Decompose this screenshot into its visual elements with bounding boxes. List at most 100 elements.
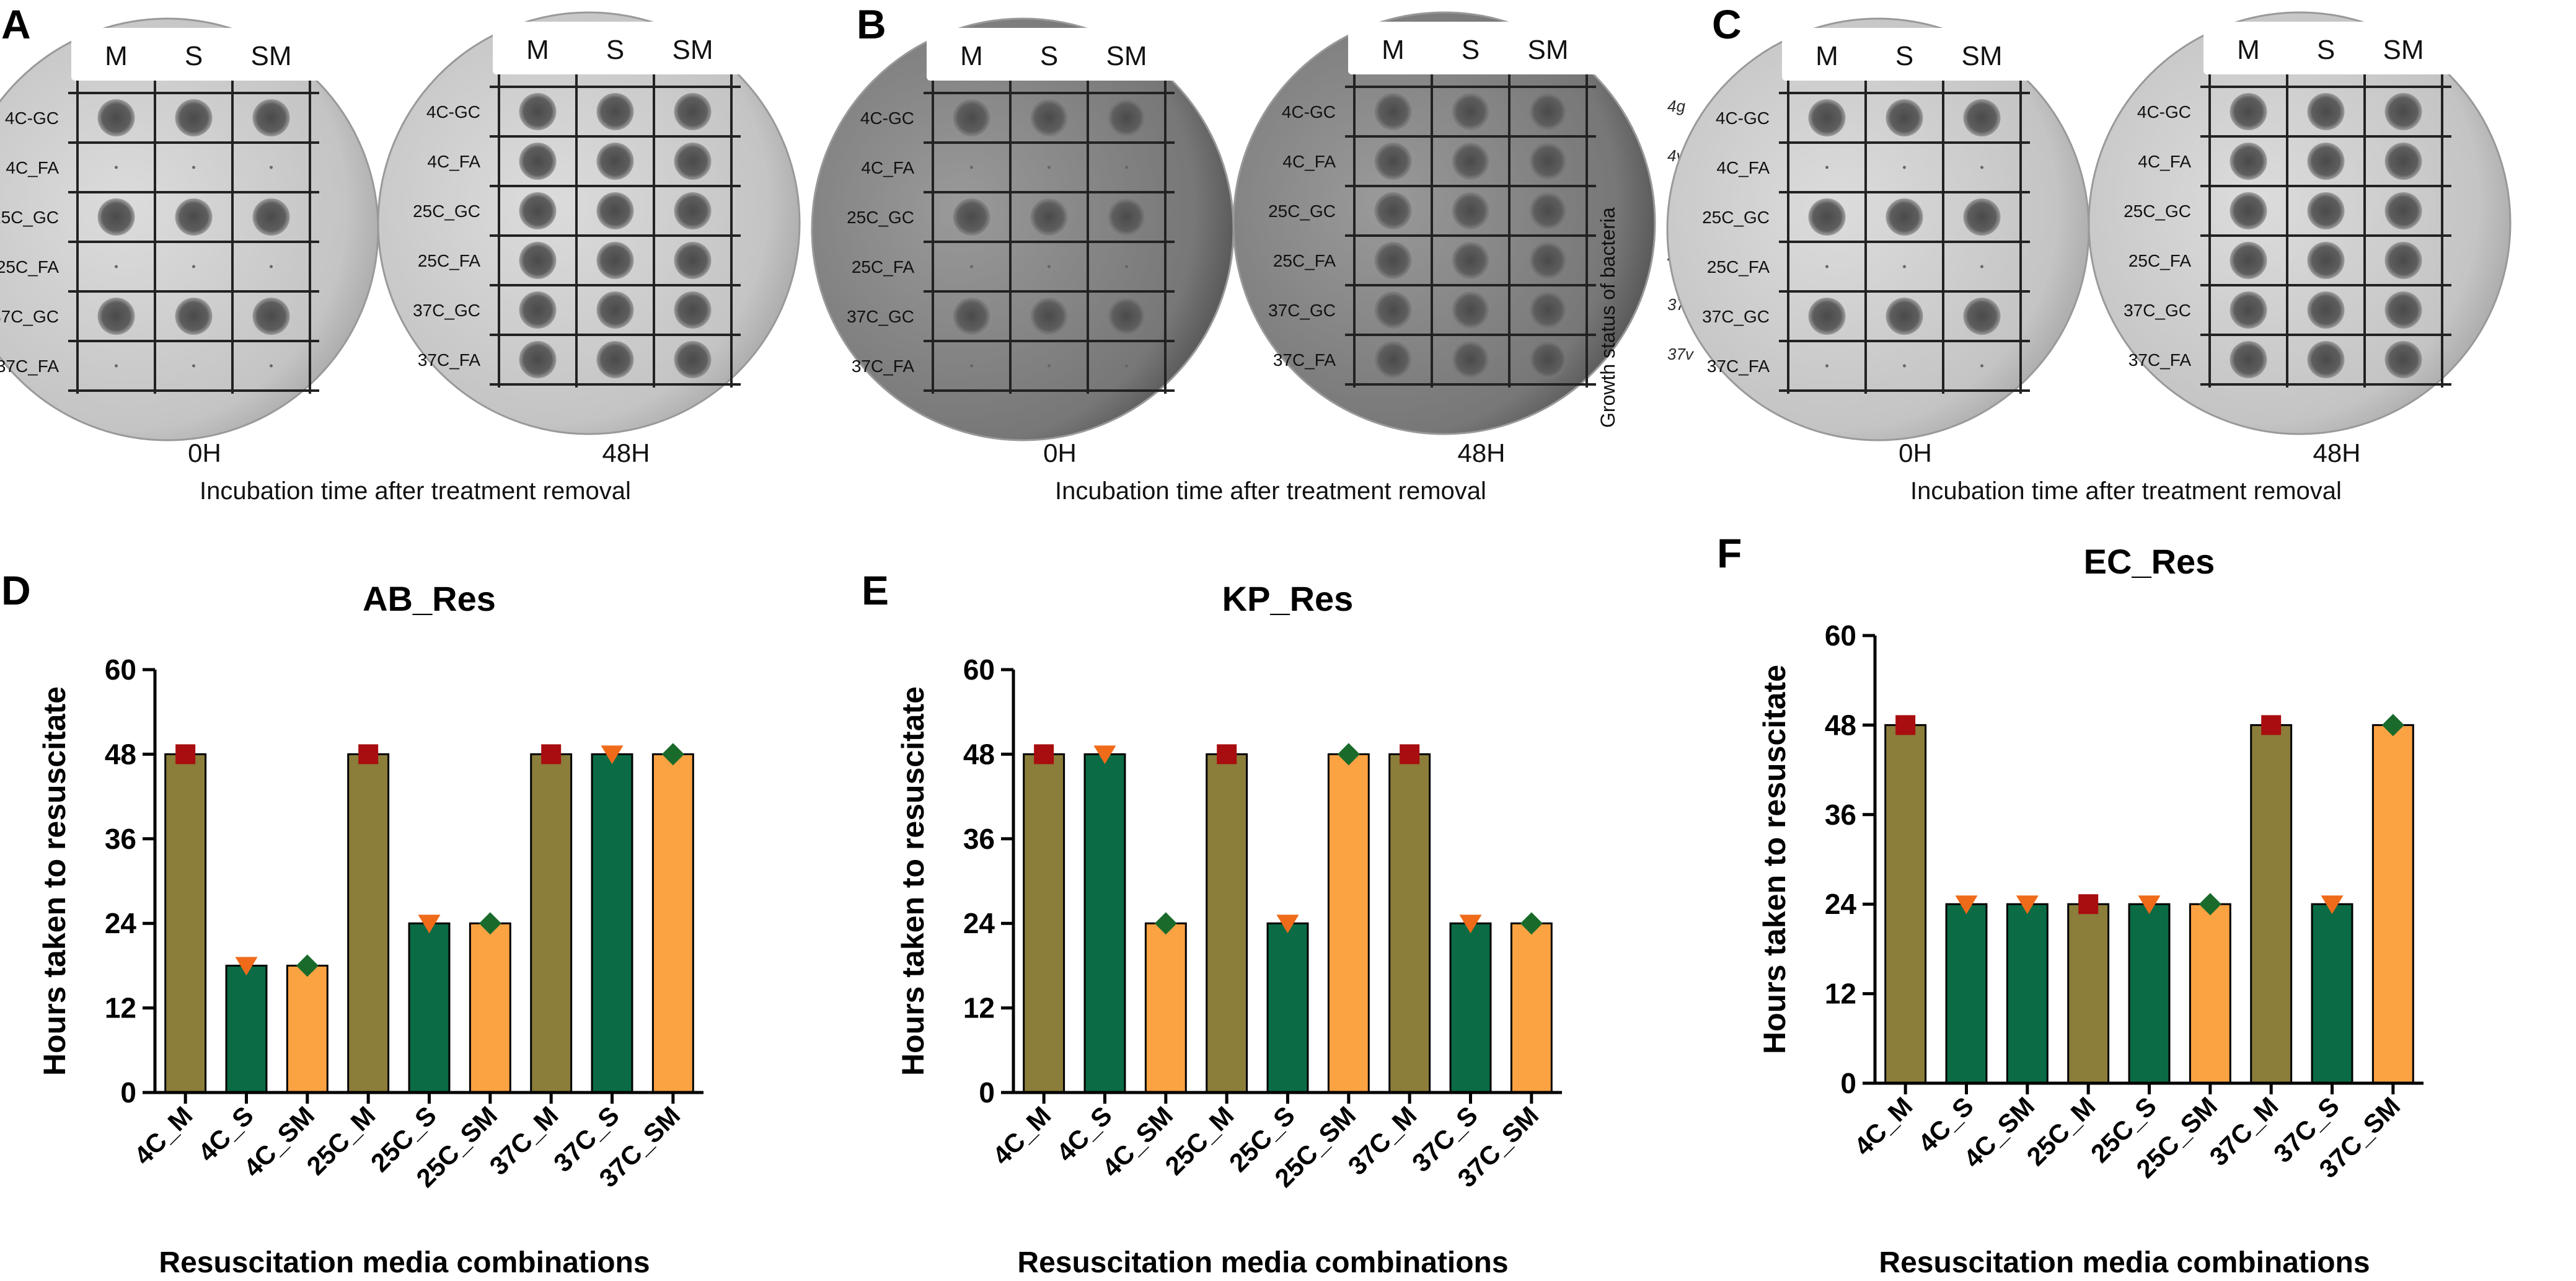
plate-column-label: M <box>2237 35 2260 65</box>
no-growth-dot <box>1048 265 1051 268</box>
y-tick-label: 60 <box>963 654 995 686</box>
bacterial-spot <box>1529 291 1567 329</box>
y-tick-label: 0 <box>1840 1067 1856 1099</box>
bacterial-spot <box>1886 198 1923 236</box>
marker-diamond <box>661 743 684 766</box>
bacterial-spot <box>2230 291 2267 329</box>
bacterial-spot <box>596 143 634 180</box>
marker-square <box>541 744 562 765</box>
no-growth-dot <box>1825 265 1828 268</box>
bacterial-spot <box>252 298 290 335</box>
plate-column-label: S <box>185 41 203 71</box>
bacterial-spot <box>674 341 712 378</box>
plate-caption: Incubation time after treatment removal <box>1055 477 1486 505</box>
marker-diamond <box>2199 893 2221 916</box>
y-tick-label: 48 <box>1825 709 1856 741</box>
plate-row-label: 4C_FA <box>6 158 59 177</box>
bacterial-spot <box>1808 298 1846 335</box>
no-growth-dot <box>1903 166 1906 169</box>
bar-25c-sm <box>469 922 511 1094</box>
marker-triangle <box>235 957 258 976</box>
y-tick-label: 48 <box>105 738 136 770</box>
plate-panel-c: CM S SM4C-GC4C_FA25C_GC25C_FA37C_GC37C_FAM… <box>1666 1 2512 505</box>
bacterial-spot <box>2307 143 2345 180</box>
bacterial-spot <box>1374 143 1412 180</box>
bacterial-spot <box>1452 291 1489 329</box>
no-growth-dot <box>1125 166 1128 169</box>
column-label-strip <box>493 22 744 74</box>
column-label-strip <box>71 28 322 81</box>
plate-column-label: M <box>1382 35 1405 65</box>
marker-triangle <box>601 745 624 765</box>
y-axis-label: Hours taken to resuscitate <box>37 686 72 1076</box>
bar-4c-m <box>1884 724 1927 1084</box>
plate-row-label: 25C_GC <box>0 208 59 227</box>
bar-37c-m <box>530 753 573 1094</box>
side-annotation: Growth status of bacteria <box>1597 207 1619 428</box>
plate-row-label: 25C_GC <box>413 202 480 221</box>
plate: M S SM 4C-GC 4C_FA 25C_GC 25C_FA 37C_GC 37C_FA <box>811 17 1235 441</box>
plate-row-label: 4C-GC <box>5 109 59 128</box>
bacterial-spot <box>2307 242 2345 279</box>
x-axis-label: Resuscitation media combinations <box>1017 1246 1508 1279</box>
no-growth-dot <box>970 364 973 368</box>
plate-row-label: 37C_GC <box>2124 301 2191 320</box>
plate-column-label: S <box>1462 35 1480 65</box>
plate-disc <box>811 17 1235 441</box>
no-growth-dot <box>1903 265 1906 268</box>
marker-diamond <box>1337 743 1360 766</box>
marker-triangle <box>1093 745 1116 765</box>
bacterial-spot <box>674 93 712 130</box>
y-tick-label: 36 <box>1825 799 1856 831</box>
plate-row-label: 25C_GC <box>2124 202 2191 221</box>
bacterial-spot <box>1808 99 1846 136</box>
bacterial-spot <box>1374 341 1412 378</box>
bacterial-spot <box>2230 143 2267 180</box>
x-tick-label: 25C_M <box>301 1101 381 1181</box>
chart-panel-d: D AB_Res012243648604C_M4C_S4C_SM25C_M25C_… <box>1 567 704 1279</box>
marker-square <box>1400 744 1420 765</box>
x-tick-label: 25C_M <box>1160 1101 1240 1181</box>
marker-square <box>1217 744 1237 765</box>
bar-25c-s <box>1266 922 1309 1094</box>
plate-row-label: 25C_GC <box>1702 208 1770 227</box>
bacterial-spot <box>519 93 557 130</box>
bar-37c-sm <box>2371 724 2414 1084</box>
bar-4c-m <box>1023 753 1065 1094</box>
no-growth-dot <box>1980 265 1983 268</box>
chart-title: KP_Res <box>1222 579 1354 618</box>
bacterial-spot <box>1374 93 1412 130</box>
column-label-strip <box>1782 28 2033 81</box>
bacterial-spot <box>1963 198 2001 236</box>
no-growth-dot <box>1825 166 1828 169</box>
plate-caption: Incubation time after treatment removal <box>1910 477 2342 505</box>
bacterial-spot <box>1963 99 2001 136</box>
plate-row-label: 25C_FA <box>2128 251 2191 270</box>
bar-37c-m <box>2250 724 2293 1084</box>
marker-square <box>1895 715 1916 735</box>
no-growth-dot <box>1903 364 1906 368</box>
bacterial-spot <box>97 298 135 335</box>
plate-column-label: SM <box>2383 35 2424 65</box>
bacterial-spot <box>953 198 990 236</box>
bar-37c-sm <box>1510 922 1553 1094</box>
bacterial-spot <box>97 99 135 136</box>
plate-row-label: 4C_FA <box>427 152 480 171</box>
no-growth-dot <box>1825 364 1828 368</box>
bacterial-spot <box>1030 298 1068 335</box>
bacterial-spot <box>1886 99 1923 136</box>
bacterial-spot <box>1452 341 1489 378</box>
y-tick-label: 60 <box>105 654 136 686</box>
bacterial-spot <box>1452 192 1489 229</box>
bar-25c-s <box>408 922 451 1094</box>
no-growth-dot <box>270 166 273 169</box>
plate-row-label: 4C_FA <box>861 158 914 177</box>
plate-column-label: SM <box>1962 41 2003 71</box>
bacterial-spot <box>519 291 557 329</box>
bacterial-spot <box>2307 341 2345 378</box>
bacterial-spot <box>1108 99 1145 136</box>
bacterial-spot <box>2307 291 2345 329</box>
plate-row-label: 25C_GC <box>847 208 914 227</box>
chart-panel-f: F EC_Res012243648604C_M4C_S4C_SM25C_M25C_… <box>1717 530 2424 1279</box>
bacterial-spot <box>97 198 135 236</box>
